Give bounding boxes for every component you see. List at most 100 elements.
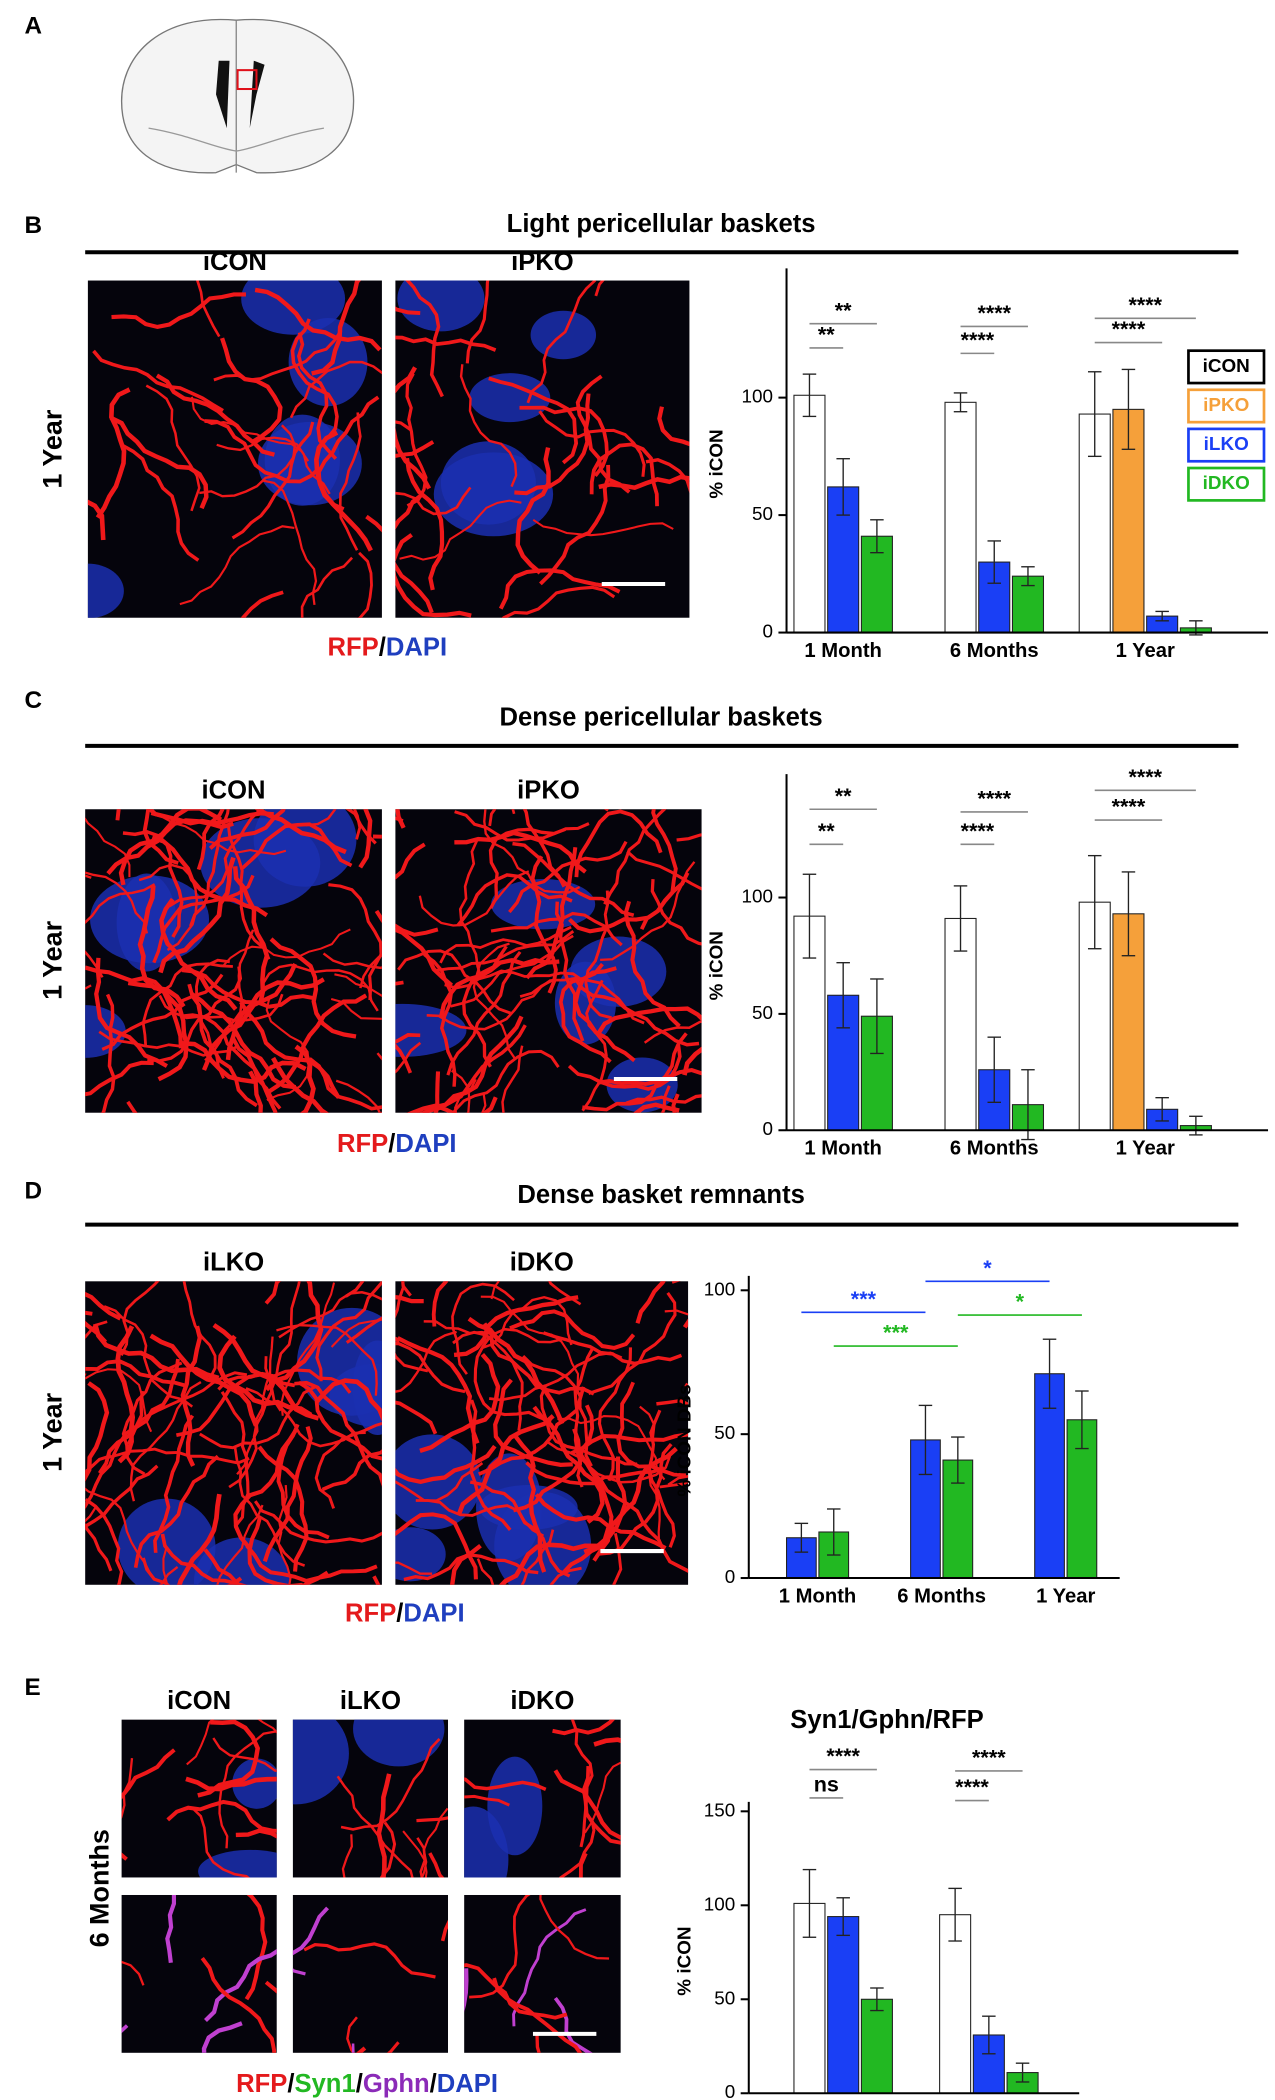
- stain-part: RFP: [337, 1130, 388, 1158]
- panel-letter: D: [24, 1178, 42, 1205]
- image-label: iPKO: [517, 776, 580, 804]
- fiber: [539, 1894, 610, 1960]
- fiber: [233, 1447, 306, 1567]
- region-box: [236, 69, 258, 91]
- fiber: [340, 1738, 441, 1831]
- fiber: [419, 1352, 501, 1453]
- fiber: [464, 1963, 568, 2020]
- fiber: [85, 1381, 110, 1482]
- panel-letter: C: [24, 687, 42, 714]
- nucleus: [433, 452, 554, 537]
- micrograph: [87, 280, 382, 618]
- fiber: [418, 870, 530, 927]
- significance-label: ****: [961, 818, 995, 843]
- fiber: [439, 925, 572, 964]
- fiber: [515, 447, 551, 575]
- y-axis-label: % iCON: [674, 1926, 695, 1995]
- fiber: [153, 1414, 195, 1553]
- significance-label: ****: [826, 1743, 860, 1768]
- fiber: [85, 1291, 122, 1321]
- stain-part: /: [379, 634, 386, 662]
- nucleus: [232, 1758, 277, 1809]
- fiber: [321, 1449, 382, 1492]
- fiber: [162, 1546, 168, 1585]
- stain-label: RFP/DAPI: [328, 634, 448, 662]
- nucleus: [570, 936, 667, 1007]
- nucleus: [397, 280, 485, 332]
- micrograph: [395, 1281, 689, 1585]
- chart-title: Syn1/Gphn/RFP: [790, 1706, 984, 1734]
- fiber: [121, 1748, 176, 1861]
- micrograph: [292, 1719, 449, 1878]
- fiber: [292, 1906, 329, 1956]
- fiber: [85, 1390, 145, 1510]
- fiber: [481, 1093, 487, 1113]
- significance-label: ****: [1112, 794, 1146, 819]
- micrograph: [464, 1894, 621, 2053]
- fiber: [165, 1894, 177, 1963]
- fiber: [305, 809, 337, 827]
- x-tick-label: 1 Year: [1116, 640, 1175, 662]
- micrograph-content: [395, 280, 690, 618]
- fiber: [526, 280, 597, 404]
- fiber: [454, 810, 590, 842]
- fiber: [85, 1498, 124, 1585]
- fiber: [216, 436, 331, 495]
- fiber: [395, 486, 472, 516]
- fiber: [160, 1533, 243, 1585]
- fiber: [404, 457, 445, 591]
- fiber: [483, 1322, 595, 1396]
- fiber: [226, 824, 271, 960]
- fiber: [395, 1033, 421, 1044]
- fiber: [417, 1024, 527, 1113]
- fiber: [92, 1323, 220, 1381]
- significance-label: ****: [977, 300, 1011, 325]
- fiber: [182, 1281, 217, 1380]
- fiber: [314, 1378, 382, 1422]
- fiber: [530, 855, 558, 994]
- fiber: [334, 973, 382, 998]
- panel-heading: Dense basket remnants: [517, 1181, 805, 1209]
- fiber: [276, 1423, 330, 1540]
- fiber: [568, 871, 690, 934]
- fiber: [428, 1852, 445, 1878]
- fiber: [244, 1894, 268, 2001]
- significance-label: **: [835, 783, 852, 808]
- fiber: [451, 1049, 560, 1113]
- fiber: [422, 1015, 524, 1113]
- bar: [827, 1916, 860, 2094]
- fiber: [431, 1281, 449, 1327]
- fiber: [109, 415, 209, 510]
- fiber: [395, 335, 497, 352]
- fiber: [294, 1044, 316, 1113]
- image-label: iCON: [203, 248, 267, 276]
- ventricle: [249, 60, 265, 129]
- y-tick-label: 150: [704, 1800, 735, 1821]
- stain-part: DAPI: [403, 1599, 464, 1627]
- fiber: [92, 349, 224, 413]
- fiber: [101, 973, 224, 1051]
- fiber: [395, 1281, 429, 1373]
- significance-label: **: [818, 818, 835, 843]
- fiber: [395, 1561, 433, 1575]
- legend-label: iPKO: [1203, 395, 1249, 416]
- fiber: [311, 280, 361, 376]
- fiber: [166, 1799, 277, 1833]
- y-axis-label: % iCON: [707, 931, 728, 1000]
- image-label: iDKO: [510, 1687, 574, 1715]
- nucleus: [487, 1756, 543, 1856]
- fiber: [488, 1351, 623, 1402]
- micrograph-content: [87, 280, 382, 618]
- fiber: [616, 1381, 687, 1478]
- fiber: [216, 1504, 264, 1585]
- x-tick-label: 1 Month: [779, 1585, 857, 1607]
- fiber: [405, 280, 444, 398]
- fiber: [469, 1399, 512, 1531]
- micrograph: [395, 809, 702, 1113]
- panel-letter: B: [24, 212, 42, 239]
- fiber: [241, 822, 353, 870]
- row-label: 1 Year: [37, 409, 67, 489]
- image-label: iLKO: [340, 1687, 401, 1715]
